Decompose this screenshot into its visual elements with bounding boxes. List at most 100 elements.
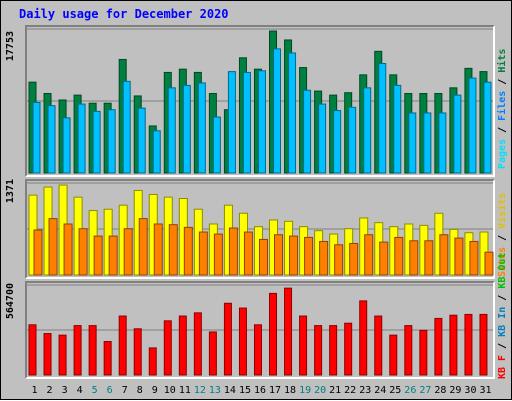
bar-kbytes: [419, 329, 428, 376]
bar-files: [393, 84, 402, 174]
bar-files: [453, 94, 462, 174]
bar-files: [378, 62, 387, 174]
x-tick-label: 24: [374, 385, 386, 396]
bar-sites: [258, 238, 268, 276]
bar-sites: [274, 234, 284, 276]
bar-files: [348, 106, 357, 174]
bar-kbytes: [479, 313, 488, 376]
x-tick-label: 19: [299, 385, 311, 396]
bar-sites: [349, 242, 359, 276]
bar-kbytes: [178, 315, 187, 376]
x-tick-label: 27: [419, 385, 431, 396]
bar-sites: [93, 235, 103, 276]
bar-kbytes: [389, 334, 398, 376]
x-tick-label: 18: [284, 385, 296, 396]
bar-kbytes: [148, 347, 157, 376]
bar-files: [363, 87, 372, 174]
x-tick-label: 22: [344, 385, 356, 396]
bar-sites: [108, 235, 118, 276]
bar-sites: [198, 231, 208, 276]
bar-files: [47, 105, 56, 174]
bar-files: [197, 82, 206, 174]
bar-files: [483, 81, 492, 174]
bar-files: [137, 107, 146, 174]
bar-kbytes: [163, 320, 172, 376]
x-tick-label: 4: [77, 385, 83, 396]
bar-files: [182, 84, 191, 174]
bar-kbytes: [299, 315, 308, 376]
bar-kbytes: [404, 325, 413, 376]
bar-sites: [424, 240, 434, 276]
x-tick-label: 12: [194, 385, 206, 396]
bar-sites: [153, 223, 163, 276]
bar-kbytes: [103, 341, 112, 376]
bar-files: [257, 70, 266, 174]
bar-sites: [304, 236, 314, 276]
bar-files: [303, 89, 312, 174]
bar-kbytes: [314, 325, 323, 376]
bar-sites: [33, 229, 43, 276]
bar-files: [212, 116, 221, 174]
bar-files: [423, 112, 432, 174]
bar-sites: [439, 234, 449, 276]
bar-files: [32, 101, 41, 174]
x-tick-label: 13: [209, 385, 221, 396]
bar-sites: [138, 218, 148, 276]
bar-sites: [168, 224, 178, 276]
bar-kbytes: [464, 313, 473, 376]
x-tick-label: 6: [107, 385, 113, 396]
bar-files: [318, 103, 327, 174]
bar-sites: [394, 236, 404, 276]
bar-sites: [334, 244, 344, 276]
chart-title: Daily usage for December 2020: [19, 7, 229, 21]
bar-files: [152, 130, 161, 174]
bar-kbytes: [223, 302, 232, 376]
bar-kbytes: [193, 312, 202, 376]
bar-files: [288, 52, 297, 174]
bar-files: [62, 117, 71, 174]
bar-kbytes: [253, 324, 262, 376]
x-tick-label: 14: [224, 385, 236, 396]
bar-files: [408, 112, 417, 174]
bar-files: [273, 48, 282, 174]
bar-kbytes: [28, 324, 37, 376]
bar-kbytes: [269, 292, 278, 376]
bar-kbytes: [58, 334, 67, 376]
bar-kbytes: [449, 314, 458, 376]
bar-kbytes: [73, 325, 82, 376]
bar-sites: [454, 237, 464, 276]
bar-sites: [243, 231, 253, 276]
bar-sites: [484, 251, 494, 276]
x-tick-label: 21: [329, 385, 341, 396]
bar-kbytes: [208, 331, 217, 376]
bar-sites: [228, 227, 238, 276]
x-tick-label: 20: [314, 385, 326, 396]
x-tick-label: 25: [389, 385, 401, 396]
x-tick-label: 10: [164, 385, 176, 396]
bar-sites: [63, 223, 73, 276]
bar-sites: [409, 240, 419, 276]
x-tick-label: 5: [92, 385, 98, 396]
bar-kbytes: [238, 307, 247, 376]
x-tick-label: 23: [359, 385, 371, 396]
bar-kbytes: [88, 325, 97, 376]
bar-sites: [364, 234, 374, 276]
x-tick-label: 26: [404, 385, 416, 396]
x-tick-label: 30: [464, 385, 476, 396]
bar-kbytes: [43, 333, 52, 376]
bar-sites: [213, 233, 223, 276]
bar-files: [107, 109, 116, 174]
bar-files: [242, 71, 251, 174]
x-tick-label: 9: [152, 385, 158, 396]
bar-kbytes: [434, 317, 443, 376]
bar-kbytes: [374, 315, 383, 376]
bar-kbytes: [133, 328, 142, 376]
bar-files: [333, 110, 342, 174]
bar-sites: [48, 218, 58, 276]
bar-files: [468, 77, 477, 174]
bar-sites: [379, 241, 389, 276]
bar-files: [77, 103, 86, 174]
x-tick-label: 29: [449, 385, 461, 396]
